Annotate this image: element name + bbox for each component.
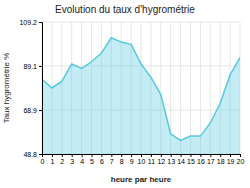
- tick: 16: [197, 154, 205, 165]
- tick-label: 20: [237, 158, 245, 165]
- tick-label: 8: [120, 158, 124, 165]
- tick: 15: [187, 154, 195, 165]
- tick-mark: [151, 154, 152, 157]
- x-axis-title: heure par heure: [111, 175, 172, 184]
- tick-label: 11: [148, 158, 155, 165]
- tick: 12: [157, 154, 165, 165]
- tick-mark: [39, 66, 42, 67]
- tick-label: 18: [217, 158, 225, 165]
- tick-label: 10: [138, 158, 146, 165]
- tick-mark: [181, 154, 182, 157]
- x-axis: 01234567891011121314151617181920: [41, 154, 245, 165]
- tick: 10: [138, 154, 146, 165]
- tick-label: 2: [60, 158, 64, 165]
- tick: 18: [217, 154, 225, 165]
- tick: 109.2: [19, 19, 42, 26]
- tick-mark: [52, 154, 53, 157]
- axis-line: [43, 155, 241, 158]
- tick-label: 13: [167, 158, 175, 165]
- tick: 17: [207, 154, 215, 165]
- tick: 8: [120, 154, 124, 165]
- tick-label: 48.8: [23, 151, 37, 158]
- grid-line-y: [42, 22, 240, 23]
- tick-label: 6: [100, 158, 104, 165]
- tick: 20: [237, 154, 245, 165]
- tick: 0: [41, 154, 45, 165]
- tick-mark: [39, 154, 42, 155]
- y-axis: 48.8 68.9 89.1 109.2: [19, 19, 42, 158]
- tick: 1: [50, 154, 54, 165]
- tick-mark: [240, 154, 241, 157]
- tick-label: 0: [41, 158, 45, 165]
- tick-label: 89.1: [23, 63, 37, 70]
- tick-mark: [121, 154, 122, 157]
- tick: 48.8: [23, 151, 42, 158]
- tick: 4: [80, 154, 84, 165]
- tick: 19: [227, 154, 235, 165]
- tick-label: 14: [177, 158, 185, 165]
- tick-label: 109.2: [19, 19, 37, 26]
- grid: [42, 22, 240, 154]
- tick-mark: [39, 22, 42, 23]
- tick: 6: [100, 154, 104, 165]
- tick: 14: [177, 154, 185, 165]
- area: [42, 38, 240, 154]
- tick: 3: [70, 154, 74, 165]
- tick-label: 9: [130, 158, 134, 165]
- tick-mark: [230, 154, 231, 157]
- y-axis-title: Taux hygrométrie %: [2, 53, 11, 124]
- tick-label: 15: [187, 158, 195, 165]
- grid-line-x: [200, 22, 201, 154]
- tick-mark: [111, 154, 112, 157]
- tick: 9: [130, 154, 134, 165]
- tick: 68.9: [23, 107, 42, 114]
- tick-mark: [72, 154, 73, 157]
- tick-mark: [191, 154, 192, 157]
- tick-label: 19: [227, 158, 235, 165]
- tick-label: 5: [90, 158, 94, 165]
- tick-mark: [92, 154, 93, 157]
- tick-label: 68.9: [23, 107, 37, 114]
- tick-mark: [39, 110, 42, 111]
- tick: 2: [60, 154, 64, 165]
- tick-mark: [62, 154, 63, 157]
- tick-mark: [101, 154, 102, 157]
- tick: 11: [148, 154, 155, 165]
- tick-mark: [161, 154, 162, 157]
- chart: 0123456789101112131415161718192048.868.9…: [0, 0, 250, 188]
- tick-label: 3: [70, 158, 74, 165]
- tick-mark: [200, 154, 201, 157]
- tick-mark: [220, 154, 221, 157]
- tick: 5: [90, 154, 94, 165]
- axis-line: [39, 23, 43, 155]
- grid-line-x: [190, 22, 191, 154]
- tick-mark: [82, 154, 83, 157]
- line: [42, 38, 240, 141]
- tick-label: 7: [110, 158, 114, 165]
- tick-mark: [131, 154, 132, 157]
- tick-label: 17: [207, 158, 215, 165]
- tick-label: 12: [157, 158, 165, 165]
- tick: 7: [110, 154, 114, 165]
- tick-mark: [210, 154, 211, 157]
- plot-area: [42, 38, 240, 154]
- title: Evolution du taux d'hygrométrie: [55, 4, 195, 15]
- tick-label: 4: [80, 158, 84, 165]
- grid-line-x: [180, 22, 181, 154]
- tick: 13: [167, 154, 175, 165]
- tick-mark: [141, 154, 142, 157]
- tick-label: 16: [197, 158, 205, 165]
- tick: 89.1: [23, 63, 42, 70]
- tick-mark: [171, 154, 172, 157]
- tick-label: 1: [50, 158, 54, 165]
